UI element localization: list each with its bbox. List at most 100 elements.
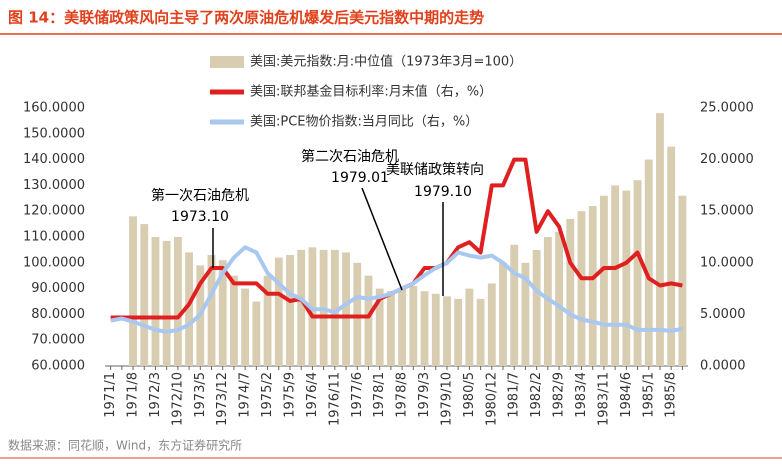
x-tick-label: 1978/8 [395,372,410,418]
annotation: 美联储政策转向 [386,161,484,178]
y-tick-label: 90.0000 [31,281,85,296]
x-tick-label: 1985/1 [641,372,656,418]
bar [151,237,160,366]
bar [286,255,294,366]
legend-label: 美国:美元指数:月:中位值（1973年3月=100） [250,54,522,70]
bar [487,283,496,366]
x-tick-label: 1979/10 [439,372,454,426]
bar [409,286,418,366]
bar [454,298,463,366]
y-tick-label: 70.0000 [31,333,85,348]
bar [510,244,519,366]
bar [476,298,485,366]
bar [555,231,563,366]
y2-tick-label: 0.0000 [700,359,746,374]
x-tick-label: 1974/7 [238,372,253,418]
bar [599,195,608,366]
bar [667,146,676,366]
legend-label: 美国:PCE物价指数:当月同比（右，%） [250,115,478,130]
x-tick-label: 1973/12 [215,372,230,426]
bar [140,224,149,366]
bar [297,249,306,366]
y-tick-label: 60.0000 [31,359,85,374]
x-tick-label: 1980/12 [484,372,499,426]
bar [465,288,474,366]
annotation: 1973.10 [171,209,229,225]
y2-tick-label: 5.0000 [700,307,746,322]
annotation-arrow [361,187,403,291]
bar [218,260,227,366]
x-tick-label: 1977/6 [350,372,365,418]
annotation: 第一次石油危机 [151,187,249,204]
bar [588,206,597,366]
x-tick-label: 1982/2 [529,372,544,418]
y-tick-label: 120.0000 [23,204,85,219]
bar [375,288,384,366]
x-tick-label: 1978/1 [372,372,387,418]
annotation: 第二次石油危机 [301,148,399,165]
legend-swatch [210,56,244,68]
line-series [110,245,683,334]
bar [566,218,575,366]
bar [532,249,541,366]
bar [543,237,552,366]
bar [330,249,339,366]
x-tick-label: 1984/6 [619,372,634,418]
y-tick-label: 140.0000 [23,152,85,167]
bar [241,288,250,366]
bar [431,293,440,366]
x-tick-label: 1975/9 [282,372,297,418]
annotation: 1979.01 [331,170,389,186]
x-tick-label: 1972/10 [170,372,185,426]
x-tick-label: 1971/1 [103,372,118,418]
annotation: 1979.10 [414,184,472,200]
bar [678,195,687,366]
x-tick-label: 1985/8 [664,372,679,418]
bar [386,291,395,366]
bar [443,296,451,366]
y-tick-label: 80.0000 [31,307,85,322]
bar [129,216,137,366]
x-tick-label: 1983/4 [574,372,589,418]
bar [499,262,507,366]
y2-tick-label: 25.0000 [700,101,754,116]
bar [611,185,620,366]
x-tick-label: 1982/9 [552,372,567,418]
source: 数据来源：同花顺，Wind，东方证券研究所 [8,438,242,453]
annotations: 第一次石油危机 1973.10 第二次石油危机 1979.01 美联储政策转向 … [151,148,484,296]
x-tick-label: 1980/5 [462,372,477,418]
bar [342,252,350,366]
line-series [110,157,683,320]
bar [185,252,194,366]
y-tick-label: 150.0000 [23,126,85,141]
x-tick-label: 1976/4 [305,372,320,418]
bar [274,257,283,366]
bar [521,262,530,366]
y-tick-label: 160.0000 [23,101,85,116]
bar [420,291,429,366]
y2-tick-label: 15.0000 [700,204,754,219]
x-tick-label: 1971/8 [126,372,141,418]
y2-tick-label: 20.0000 [700,152,754,167]
bar [577,211,586,366]
x-tick-label: 1976/11 [327,372,342,426]
bar [622,190,631,366]
x-tick-label: 1979/3 [417,372,432,418]
x-tick-label: 1973/5 [193,372,208,418]
y-tick-label: 100.0000 [23,255,85,270]
y-tick-label: 130.0000 [23,178,85,193]
chart-title: 图 14：美联储政策风向主导了两次原油危机爆发后美元指数中期的走势 [8,9,484,27]
y-tick-label: 110.0000 [23,230,85,245]
y2-tick-label: 10.0000 [700,255,754,270]
bar [644,159,653,366]
x-tick-label: 1981/7 [507,372,522,418]
bar [364,275,373,366]
bar [162,240,171,366]
bar [656,113,664,366]
bar [252,301,261,366]
bar [353,262,362,366]
bar [173,237,182,366]
x-tick-label: 1975/2 [260,372,275,418]
bar [207,255,216,366]
